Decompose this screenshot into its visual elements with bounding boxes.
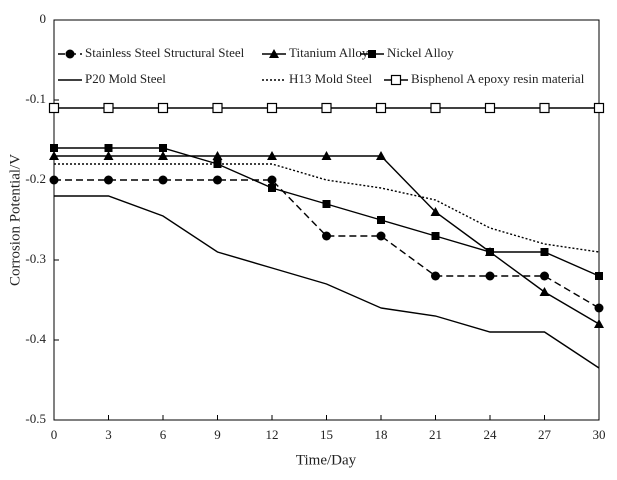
marker	[321, 102, 332, 114]
marker	[103, 102, 114, 114]
marker	[103, 151, 114, 160]
marker	[104, 144, 113, 152]
x-tick-label: 0	[51, 427, 58, 442]
legend-label: H13 Mold Steel	[289, 71, 372, 86]
marker	[540, 271, 549, 281]
marker	[377, 216, 385, 224]
marker	[376, 151, 386, 160]
x-tick-label: 18	[375, 427, 388, 442]
marker	[594, 319, 604, 328]
legend-marker	[390, 74, 402, 86]
x-tick-label: 3	[105, 427, 112, 442]
marker	[268, 184, 276, 192]
marker	[50, 144, 58, 152]
marker	[430, 207, 441, 216]
marker	[213, 160, 222, 168]
series-line	[54, 195, 600, 369]
x-tick-label: 9	[214, 427, 221, 442]
marker	[593, 102, 605, 114]
marker	[484, 102, 496, 114]
marker	[213, 175, 222, 185]
marker	[267, 175, 277, 185]
marker	[49, 151, 59, 160]
legend-label: Nickel Alloy	[387, 45, 454, 60]
marker	[322, 231, 331, 241]
marker	[595, 272, 603, 280]
x-tick-label: 30	[593, 427, 606, 442]
y-tick-label: -0.2	[25, 171, 46, 186]
marker	[159, 144, 167, 152]
x-tick-label: 12	[266, 427, 279, 442]
marker	[321, 151, 332, 160]
legend-label: Stainless Steel Structural Steel	[85, 45, 245, 60]
y-tick-label: -0.3	[25, 251, 46, 266]
marker	[266, 102, 278, 114]
marker	[48, 102, 60, 114]
x-axis-title: Time/Day	[296, 452, 357, 468]
marker	[157, 102, 169, 114]
marker	[540, 248, 549, 256]
marker	[322, 200, 331, 208]
series-line	[54, 163, 600, 253]
marker	[212, 151, 223, 160]
legend-label: Bisphenol A epoxy resin material	[411, 71, 585, 86]
x-tick-label: 6	[160, 427, 167, 442]
legend-marker	[65, 49, 75, 59]
marker	[158, 151, 168, 160]
series-line	[54, 147, 600, 277]
x-tick-label: 24	[484, 427, 498, 442]
legend-marker	[269, 49, 279, 58]
x-tick-label: 15	[320, 427, 333, 442]
legend-marker	[368, 50, 376, 58]
y-axis-title: Corrosion Potential/V	[7, 154, 23, 286]
marker	[431, 232, 440, 240]
marker	[485, 271, 495, 281]
marker	[158, 175, 168, 185]
marker	[267, 151, 277, 160]
marker	[430, 102, 441, 114]
x-tick-label: 27	[538, 427, 552, 442]
marker	[539, 287, 550, 296]
y-tick-label: 0	[40, 11, 47, 26]
legend-label: Titanium Alloy	[289, 45, 369, 60]
marker	[104, 175, 113, 185]
series-line	[54, 179, 600, 309]
marker	[594, 303, 604, 313]
marker	[431, 271, 440, 281]
marker	[376, 231, 386, 241]
marker	[212, 102, 223, 114]
y-tick-label: -0.1	[25, 91, 46, 106]
x-tick-label: 21	[429, 427, 442, 442]
marker	[49, 175, 59, 185]
marker	[486, 248, 494, 256]
y-tick-label: -0.5	[25, 411, 46, 426]
y-tick-label: -0.4	[25, 331, 46, 346]
marker	[539, 102, 550, 114]
marker	[375, 102, 387, 114]
legend-label: P20 Mold Steel	[85, 71, 166, 86]
